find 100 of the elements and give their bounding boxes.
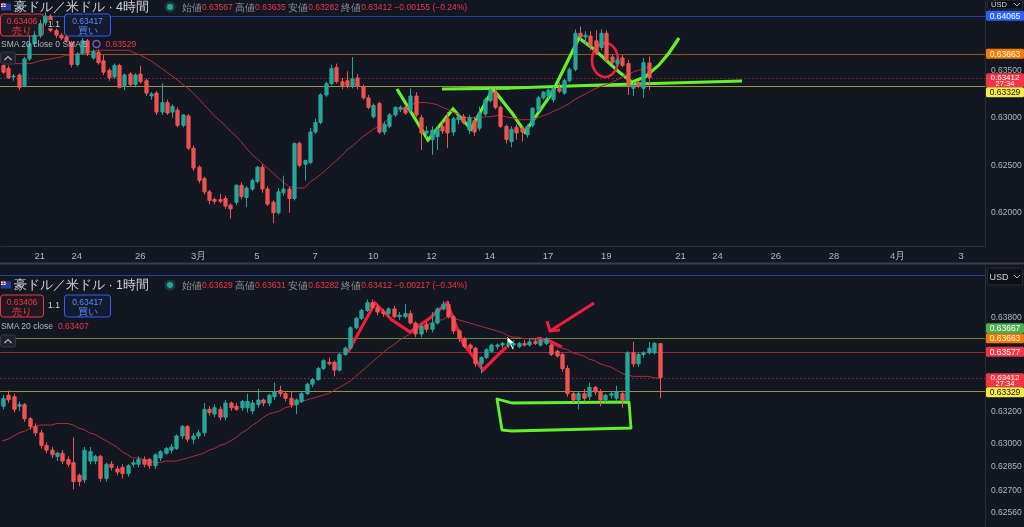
- candlestick: [239, 181, 244, 200]
- y-tick-label: 0.63200: [991, 406, 1022, 417]
- candlestick: [625, 350, 630, 402]
- candlestick: [212, 404, 217, 418]
- text: 始値0.63629 高値0.63631 安値0.63282 終値0.63412 −0.00217 (−0.34%): [182, 279, 468, 291]
- candlestick: [386, 306, 391, 318]
- y-tick-label: 0.63800: [991, 311, 1022, 322]
- candlestick: [636, 80, 641, 89]
- candlestick: [583, 30, 588, 46]
- candlestick: [126, 463, 131, 478]
- candlestick: [128, 71, 133, 87]
- y-tick-label: 0.62850: [991, 461, 1022, 472]
- candlestick: [424, 320, 429, 333]
- candlestick: [11, 73, 16, 82]
- chart-subtitle: 始値0.63567 高値0.63635 安値0.63282 終値0.63412 −0.00155 (−0.24%): [182, 1, 468, 13]
- y-tick-label: 0.62500: [991, 159, 1022, 170]
- x-tick-label: 14: [484, 249, 496, 261]
- candlestick: [350, 56, 355, 89]
- y-tick-label: 0.62560: [991, 506, 1022, 517]
- annotation: 買い: [77, 305, 98, 317]
- candlestick: [419, 114, 424, 151]
- candlestick: [582, 388, 587, 402]
- candlestick: [165, 99, 170, 116]
- candlestick: [17, 72, 22, 91]
- x-tick-label: 24: [712, 249, 723, 261]
- candlestick: [522, 339, 527, 348]
- annotation: 売り: [12, 305, 32, 317]
- x-tick-label: 19: [601, 249, 612, 261]
- candlestick: [185, 424, 190, 443]
- candlestick: [207, 405, 212, 417]
- x-tick-label: 3月: [190, 249, 207, 261]
- candlestick: [631, 82, 636, 97]
- candlestick: [392, 305, 397, 319]
- candlestick: [133, 72, 138, 88]
- candlestick: [620, 390, 625, 409]
- annotation: 0.63406: [6, 15, 38, 26]
- candlestick: [104, 462, 109, 482]
- candlestick: [292, 141, 297, 201]
- x-tick-label: 21: [675, 249, 686, 261]
- text: 豪ドル／米ドル · 1時間: [14, 278, 150, 292]
- candlestick: [218, 405, 223, 421]
- candlestick: [576, 391, 581, 410]
- candlestick: [631, 341, 636, 368]
- candlestick: [85, 38, 90, 57]
- text: USD: [989, 271, 1009, 282]
- candlestick: [98, 454, 103, 482]
- x-tick-label: 24: [71, 249, 83, 261]
- candlestick: [122, 72, 127, 91]
- candlestick: [223, 399, 228, 421]
- annotation: 0.63417: [72, 296, 104, 307]
- annotation: 0.63407: [57, 321, 89, 331]
- candlestick: [599, 28, 604, 51]
- candlestick: [467, 114, 472, 135]
- annotation: 0.63406: [6, 296, 38, 307]
- x-tick-label: 21: [34, 249, 46, 261]
- candlestick: [154, 90, 159, 116]
- y-tick-label: 0.63000: [991, 437, 1022, 448]
- candlestick: [43, 11, 48, 27]
- annotation: 0.63529: [105, 39, 137, 49]
- annotation: 1.1: [48, 300, 61, 310]
- y-tick-label: 0.62000: [991, 207, 1022, 218]
- candlestick: [175, 106, 180, 128]
- candlestick: [55, 451, 60, 462]
- candlestick: [557, 82, 562, 94]
- candlestick: [525, 123, 530, 139]
- candlestick: [461, 113, 466, 125]
- candlestick: [261, 397, 266, 407]
- candlestick: [287, 186, 292, 214]
- candlestick: [149, 91, 154, 101]
- x-tick-label: 26: [135, 249, 146, 261]
- annotation: SMA 20 close: [1, 321, 54, 331]
- annotation: 売り: [12, 24, 32, 36]
- line-series: [2, 316, 661, 464]
- candlestick: [109, 460, 114, 472]
- candlestick: [371, 103, 376, 120]
- annotation: 0.63417: [72, 15, 104, 26]
- x-tick-label: 26: [770, 249, 782, 261]
- candlestick: [408, 87, 413, 113]
- candlestick: [1, 394, 6, 410]
- x-tick-label: 3: [958, 249, 964, 261]
- candlestick: [117, 63, 122, 89]
- x-tick-label: 7: [312, 249, 318, 261]
- candlestick: [17, 400, 22, 412]
- candlestick: [615, 56, 620, 68]
- candlestick: [527, 338, 532, 348]
- candlestick: [234, 183, 239, 206]
- candlestick: [170, 103, 175, 119]
- candlestick: [587, 382, 592, 401]
- candlestick: [403, 103, 408, 116]
- candlestick: [658, 342, 663, 399]
- x-tick-label: 28: [828, 249, 840, 261]
- y-tick-label: 0.63500: [991, 64, 1022, 75]
- candlestick: [414, 91, 419, 118]
- candlestick: [181, 113, 186, 128]
- candlestick: [472, 116, 477, 137]
- x-tick-label: 10: [368, 249, 379, 261]
- annotation: 買い: [77, 24, 98, 36]
- y-tick-label: 0.63000: [991, 112, 1022, 123]
- x-tick-label: 4月: [889, 249, 906, 261]
- candlestick: [297, 141, 302, 168]
